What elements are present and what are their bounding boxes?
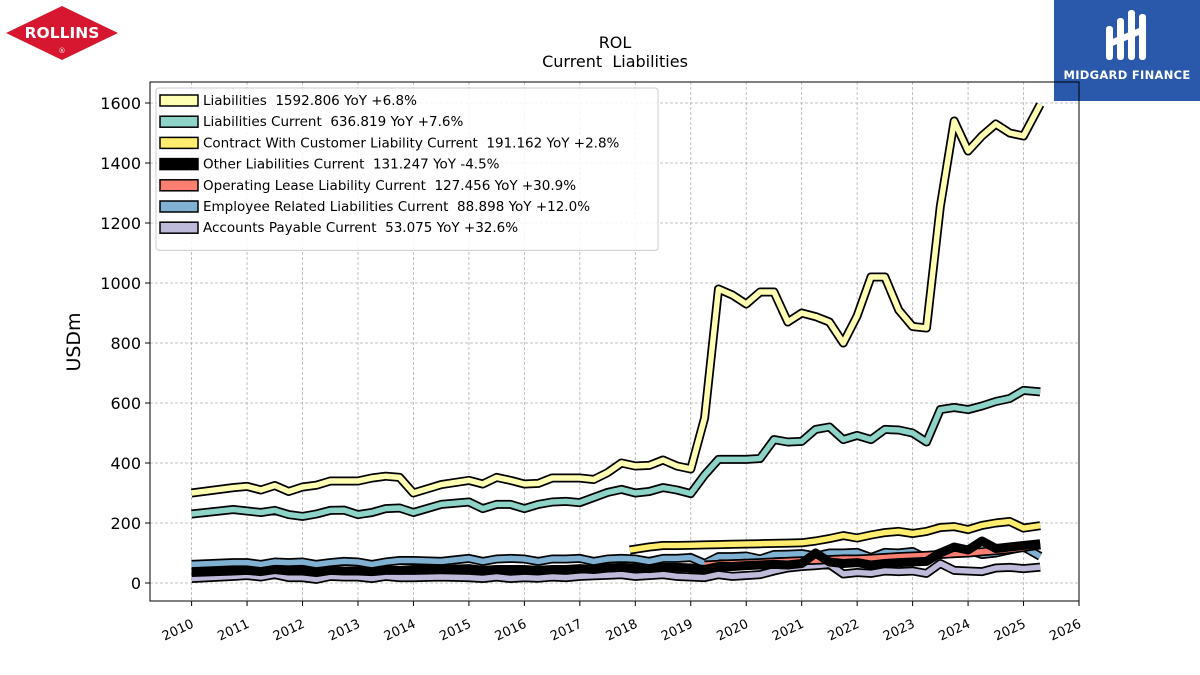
- rollins-registered-mark: ®: [59, 47, 66, 55]
- x-tick-label: 2018: [604, 617, 640, 645]
- midgard-finance-logo: MIDGARD FINANCE: [1054, 0, 1200, 101]
- legend-entry: Other Liabilities Current 131.247 YoY -4…: [203, 157, 500, 173]
- x-tick-label: 2017: [548, 617, 584, 645]
- y-tick-label: 0: [131, 574, 141, 593]
- legend-swatch: [159, 157, 199, 171]
- y-tick-label: 200: [110, 514, 141, 533]
- x-tick-label: 2025: [992, 617, 1028, 645]
- y-axis: 0 200 400 600 800 1000 1200 1400 1600: [100, 94, 150, 593]
- series-line-liabilities-current: [191, 387, 1041, 520]
- x-tick-label: 2020: [715, 617, 751, 645]
- chart-subtitle: Current Liabilities: [542, 52, 688, 71]
- series-lines: [191, 102, 1045, 584]
- y-tick-label: 1400: [100, 154, 141, 173]
- y-tick-label: 1200: [100, 214, 141, 233]
- legend-entry: Accounts Payable Current 53.075 YoY +32.…: [203, 220, 518, 236]
- x-tick-label: 2013: [326, 617, 362, 645]
- legend-swatch: [159, 221, 199, 234]
- x-tick-label: 2024: [936, 617, 972, 645]
- legend-entry: Liabilities 1592.806 YoY +6.8%: [203, 93, 417, 109]
- legend-entry: Operating Lease Liability Current 127.45…: [203, 178, 576, 194]
- legend-swatch: [159, 136, 199, 150]
- rollins-diamond: [6, 6, 118, 60]
- series-line-contract-with-customer-liability-current: [629, 518, 1041, 553]
- x-tick-label: 2014: [382, 617, 418, 645]
- y-tick-label: 800: [110, 334, 141, 353]
- x-tick-label: 2015: [437, 617, 473, 645]
- x-tick-label: 2019: [659, 617, 695, 645]
- y-tick-label: 1600: [100, 94, 141, 113]
- x-tick-label: 2012: [271, 617, 307, 645]
- legend-entry: Employee Related Liabilities Current 88.…: [203, 199, 590, 215]
- legend-swatch: [159, 179, 199, 192]
- legend-box: [155, 87, 659, 251]
- midgard-emblem-icon: [1106, 10, 1146, 60]
- x-tick-label: 2022: [826, 617, 862, 645]
- y-tick-label: 600: [110, 394, 141, 413]
- legend: Liabilities 1592.806 YoY +6.8% Liabilitie…: [155, 87, 659, 251]
- legend-swatch: [159, 200, 199, 213]
- legend-entry: Liabilities Current 636.819 YoY +7.6%: [203, 114, 463, 130]
- legend-swatch: [159, 94, 199, 107]
- x-tick-label: 2010: [160, 617, 196, 645]
- y-axis-label: USDm: [63, 312, 85, 371]
- x-tick-label: 2023: [881, 617, 917, 645]
- plot-frame: [149, 81, 1080, 602]
- series-line-accounts-payable-current: [191, 560, 1041, 583]
- legend-entry: Contract With Customer Liability Current…: [203, 135, 620, 151]
- legend-swatch: [159, 115, 199, 128]
- x-tick-label: 2021: [770, 617, 806, 645]
- midgard-finance-wordmark: MIDGARD FINANCE: [1063, 68, 1191, 82]
- rollins-wordmark: ROLLINS: [25, 24, 100, 42]
- x-tick-label: 2011: [215, 617, 251, 645]
- series-line-other-liabilities-current: [191, 538, 1041, 576]
- x-tick-label: 2026: [1047, 617, 1083, 645]
- rollins-logo: ROLLINS ®: [4, 4, 120, 62]
- y-tick-label: 1000: [100, 274, 141, 293]
- chart-title: ROL: [599, 33, 632, 52]
- x-tick-label: 2016: [493, 617, 529, 645]
- x-axis: 2010 2011 2012 2013 2014 2015 2016 2017 2018 2019…: [160, 601, 1084, 644]
- y-tick-label: 400: [110, 454, 141, 473]
- series-line-liabilities: [191, 103, 1043, 496]
